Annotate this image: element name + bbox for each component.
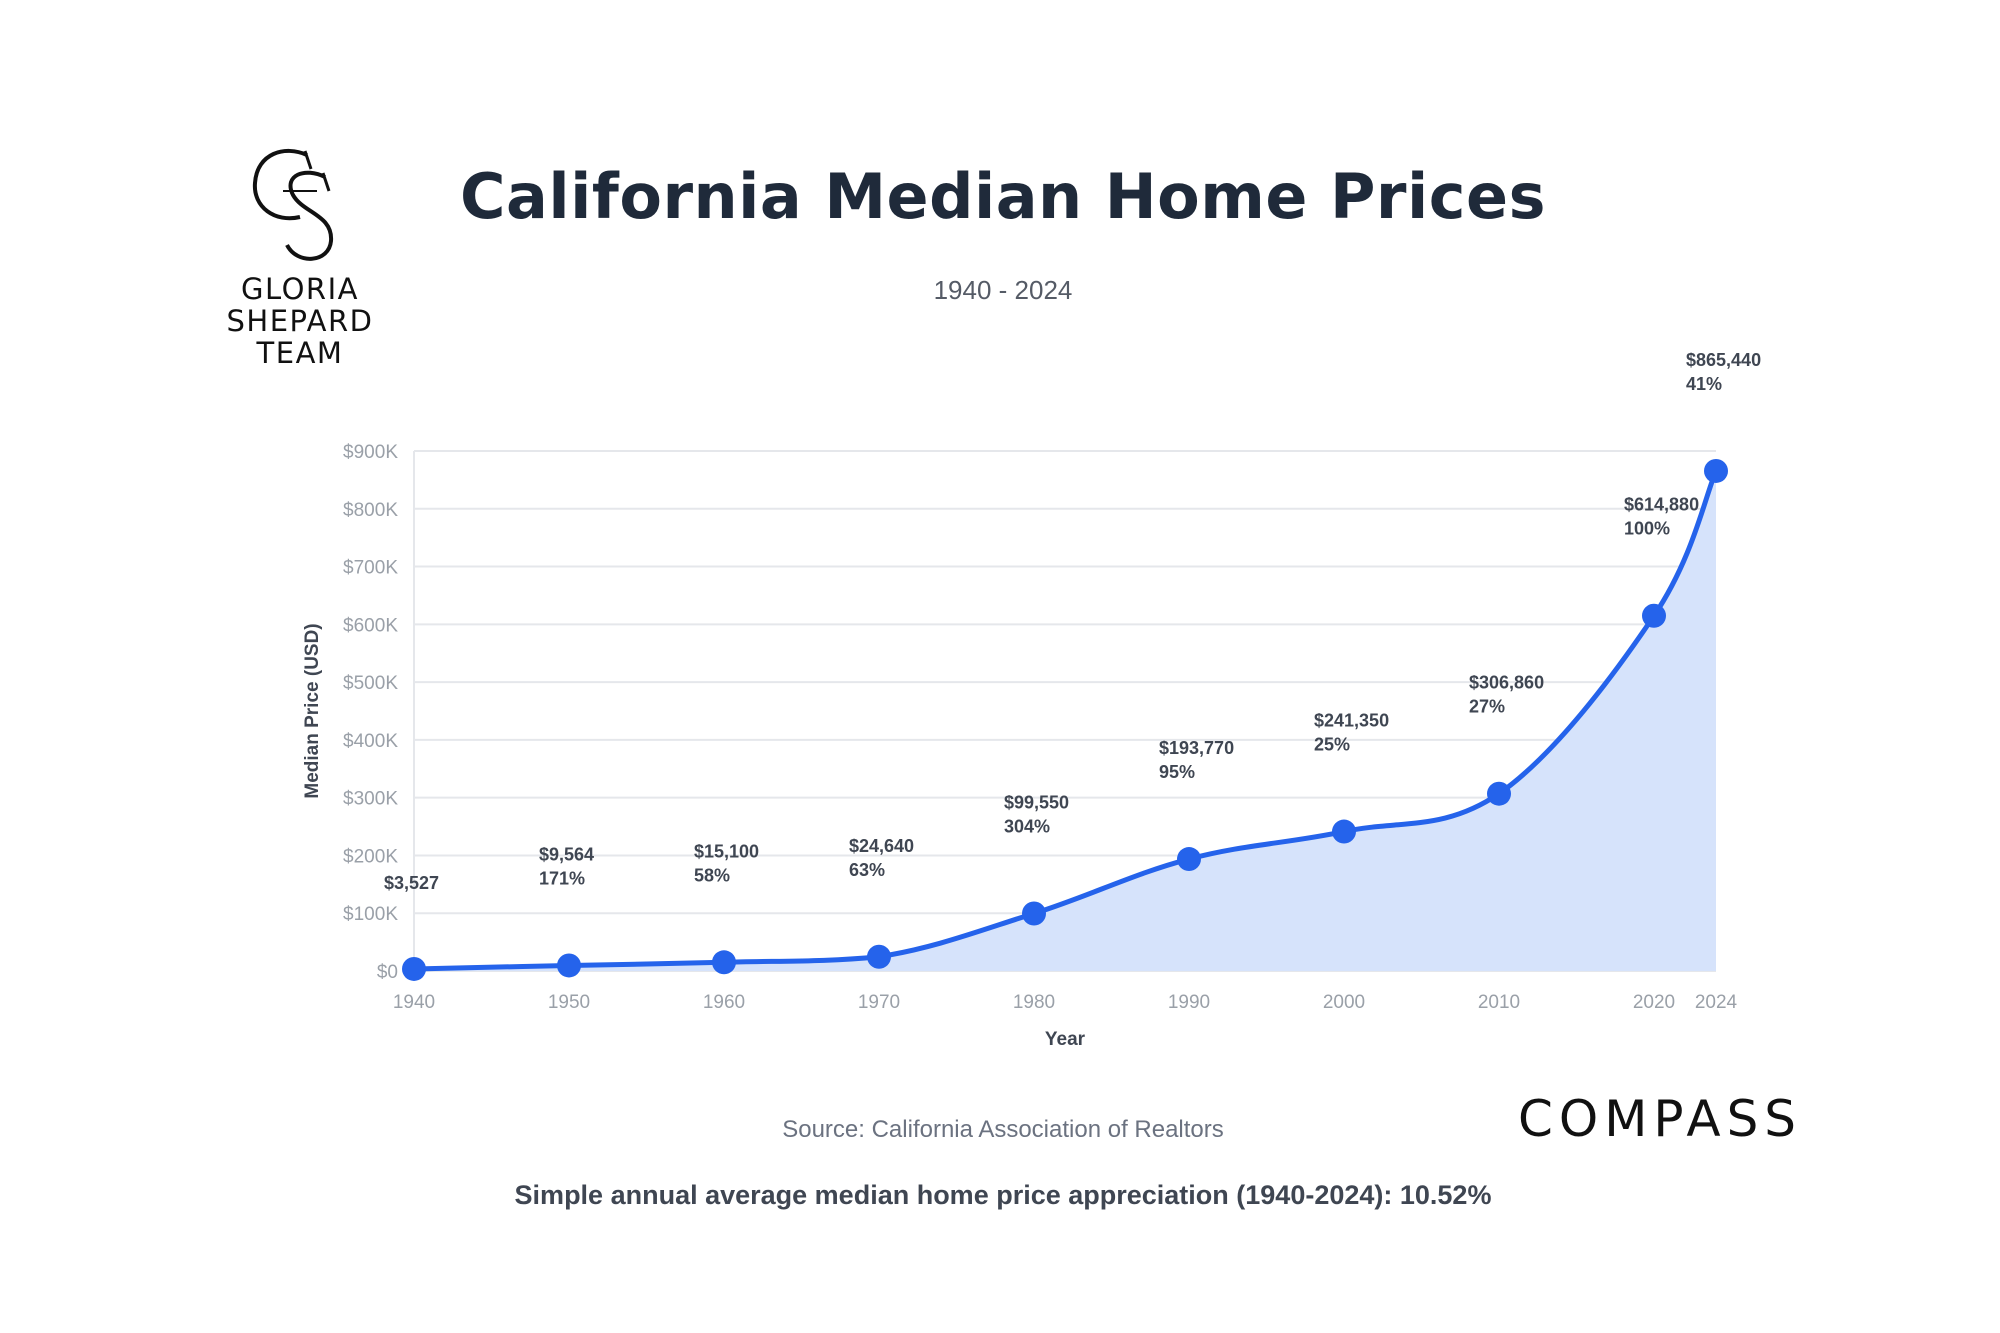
data-point (402, 956, 426, 981)
data-point (712, 950, 736, 975)
y-tick-label: $600K (343, 615, 398, 636)
chart-title: California Median Home Prices (460, 160, 1546, 233)
x-tick-label: 1940 (393, 992, 435, 1013)
data-label-price: $193,770 (1159, 738, 1234, 758)
data-point (1177, 847, 1201, 872)
x-axis-label: Year (1045, 1029, 1086, 1050)
data-label-price: $15,100 (694, 841, 759, 861)
y-tick-label: $900K (343, 442, 398, 463)
x-tick-label: 1960 (703, 992, 745, 1013)
data-point (1332, 819, 1356, 844)
y-tick-label: $400K (343, 731, 398, 752)
data-point (557, 953, 581, 978)
data-label-percent: 41% (1686, 374, 1722, 394)
data-label-price: $9,564 (539, 844, 594, 864)
y-axis-label: Median Price (USD) (302, 623, 323, 798)
data-label-percent: 25% (1314, 735, 1350, 755)
x-tick-label: 1970 (858, 992, 900, 1013)
logo-line-2: SHEPARD (226, 304, 374, 338)
source-note: Source: California Association of Realto… (782, 1116, 1224, 1143)
data-label-price: $614,880 (1624, 495, 1699, 515)
data-label-percent: 63% (849, 860, 885, 880)
y-tick-label: $0 (377, 962, 398, 983)
data-label-percent: 95% (1159, 762, 1195, 782)
x-tick-label: 2020 (1633, 992, 1675, 1013)
data-label-percent: 100% (1624, 519, 1670, 539)
y-tick-label: $700K (343, 558, 398, 579)
logo-line-1: GLORIA (241, 272, 359, 306)
data-label-price: $3,527 (384, 873, 439, 893)
appreciation-summary: Simple annual average median home price … (514, 1180, 1492, 1210)
y-tick-label: $500K (343, 673, 398, 694)
y-tick-label: $800K (343, 500, 398, 521)
series-line (413, 469, 1719, 972)
data-label-percent: 58% (694, 865, 730, 885)
data-label-price: $241,350 (1314, 711, 1389, 731)
data-label-percent: 27% (1469, 697, 1505, 717)
data-point (1704, 458, 1728, 483)
gloria-shepard-team-logo: GLORIA SHEPARD TEAM (200, 145, 400, 369)
y-tick-label: $300K (343, 789, 398, 810)
compass-logo: COMPASS (1518, 1090, 1803, 1148)
data-label-price: $865,440 (1686, 350, 1761, 370)
data-point (1487, 781, 1511, 806)
x-tick-label: 1990 (1168, 992, 1210, 1013)
data-label-percent: 304% (1004, 816, 1050, 836)
data-label-price: $306,860 (1469, 673, 1544, 693)
y-tick-label: $100K (343, 904, 398, 925)
gs-monogram-icon (252, 148, 334, 261)
data-point (867, 944, 891, 969)
y-tick-label: $200K (343, 846, 398, 867)
data-point (1022, 901, 1046, 926)
data-label-price: $99,550 (1004, 792, 1069, 812)
data-label-price: $24,640 (849, 836, 914, 856)
x-tick-label: 2010 (1478, 992, 1520, 1013)
x-tick-label: 1980 (1013, 992, 1055, 1013)
data-label-percent: 171% (539, 868, 585, 888)
x-tick-label: 2000 (1323, 992, 1365, 1013)
logo-line-3: TEAM (256, 336, 344, 370)
chart-subtitle: 1940 - 2024 (933, 275, 1073, 305)
area-fill (414, 470, 1716, 971)
x-tick-label: 1950 (548, 992, 590, 1013)
data-point (1642, 603, 1666, 628)
x-tick-label: 2024 (1695, 992, 1738, 1013)
